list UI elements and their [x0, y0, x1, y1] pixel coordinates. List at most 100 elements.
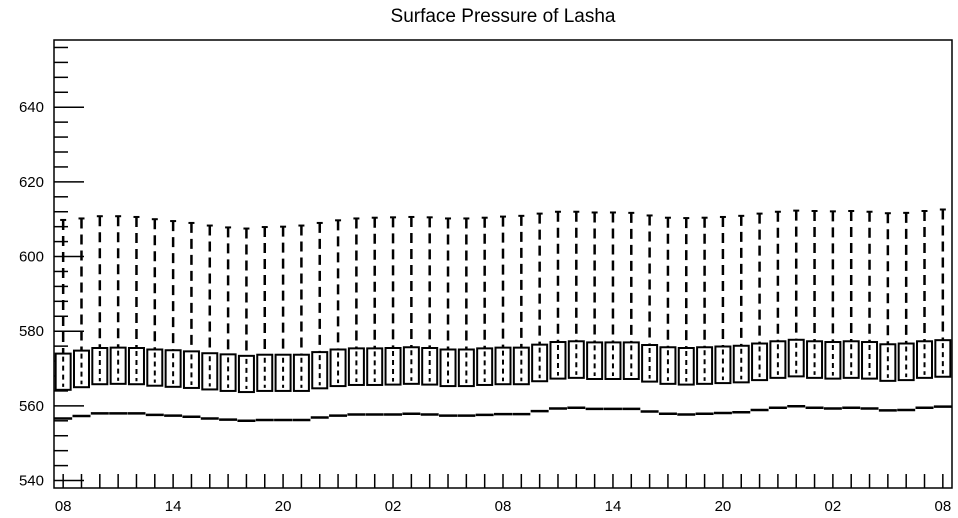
x-tick-label: 08	[55, 498, 72, 515]
iqr-box	[512, 346, 530, 386]
box-plot	[219, 226, 238, 421]
box-plot	[750, 212, 769, 412]
iqr-box	[861, 341, 879, 380]
box-plot	[347, 217, 366, 416]
iqr-box	[311, 351, 329, 390]
iqr-box	[256, 353, 274, 392]
box-plot	[420, 216, 439, 416]
box-plot	[182, 221, 201, 418]
iqr-box	[824, 341, 842, 380]
iqr-box	[879, 343, 897, 382]
iqr-box	[567, 340, 585, 379]
y-tick-label: 560	[19, 398, 44, 415]
box-plot	[255, 226, 274, 422]
iqr-box	[549, 341, 567, 380]
iqr-box	[916, 340, 934, 379]
box-plot	[768, 210, 787, 409]
box-plot	[475, 216, 494, 417]
box-plot	[164, 220, 183, 417]
box-plot	[329, 219, 348, 417]
iqr-box	[732, 344, 750, 384]
iqr-box	[622, 341, 640, 380]
box-plot	[677, 217, 696, 416]
iqr-box	[457, 348, 475, 388]
box-plot	[658, 216, 677, 415]
iqr-box	[751, 342, 769, 382]
box-plot	[90, 215, 109, 415]
iqr-box	[604, 341, 622, 380]
box-plot	[787, 209, 806, 408]
x-tick-label: 20	[275, 498, 292, 515]
box-plot	[292, 224, 311, 422]
box-plot	[823, 210, 842, 410]
box-plot	[603, 211, 622, 411]
iqr-box	[531, 343, 549, 383]
box-plot	[530, 212, 549, 413]
iqr-box	[237, 354, 255, 394]
y-tick-label: 620	[19, 174, 44, 191]
x-tick-label: 14	[165, 498, 182, 515]
box-plot	[622, 211, 641, 411]
box-plot	[457, 217, 476, 417]
box-plot	[567, 210, 586, 409]
y-tick-label: 640	[19, 99, 44, 116]
iqr-box	[714, 345, 732, 385]
iqr-box	[842, 340, 860, 379]
iqr-box	[127, 347, 145, 386]
iqr-box	[677, 347, 695, 386]
box-plot	[640, 214, 659, 413]
iqr-box	[934, 339, 952, 378]
x-tick-label: 02	[385, 498, 402, 515]
chart-title: Surface Pressure of Lasha	[391, 6, 616, 27]
iqr-box	[182, 350, 200, 389]
box-plot	[732, 214, 751, 414]
iqr-box	[402, 346, 420, 385]
box-plot	[933, 208, 952, 408]
iqr-box	[91, 347, 109, 386]
iqr-box	[219, 353, 237, 392]
box-plot	[365, 216, 384, 416]
y-tick-label: 600	[19, 249, 44, 266]
box-plot	[805, 209, 824, 409]
iqr-box	[164, 349, 182, 388]
x-tick-label: 20	[715, 498, 732, 515]
iqr-box	[201, 352, 219, 391]
y-tick-label: 540	[19, 473, 44, 490]
iqr-box	[641, 344, 659, 383]
box-plot	[915, 209, 934, 409]
iqr-box	[72, 349, 90, 389]
iqr-box	[787, 338, 805, 378]
x-axis: 08 14 20 02 08 14 20 02 08	[55, 474, 951, 515]
box-plot	[384, 216, 403, 416]
iqr-box	[366, 347, 384, 386]
box-plot	[713, 215, 732, 415]
iqr-box	[421, 347, 439, 386]
iqr-box	[54, 352, 72, 391]
box-series	[54, 208, 952, 423]
iqr-box	[329, 348, 347, 388]
box-plot	[145, 218, 164, 417]
box-plot	[127, 215, 146, 415]
box-plot	[897, 211, 916, 412]
iqr-box	[347, 347, 365, 386]
y-tick-label: 580	[19, 323, 44, 340]
iqr-box	[146, 348, 164, 387]
y-axis: 540 560 580 600 620 640	[19, 46, 84, 490]
box-plot	[842, 209, 861, 409]
iqr-box	[292, 353, 310, 392]
box-plot	[512, 214, 531, 416]
iqr-box	[586, 341, 604, 380]
iqr-box	[494, 346, 512, 386]
box-plot	[237, 227, 256, 423]
plot-frame	[53, 39, 953, 489]
box-plot	[54, 218, 73, 420]
iqr-box	[696, 346, 714, 385]
x-tick-label: 08	[934, 498, 951, 515]
box-plot	[109, 215, 128, 415]
x-tick-label: 08	[495, 498, 512, 515]
iqr-box	[439, 348, 457, 388]
box-plot	[310, 221, 329, 419]
iqr-box	[897, 342, 915, 382]
iqr-box	[274, 353, 292, 392]
